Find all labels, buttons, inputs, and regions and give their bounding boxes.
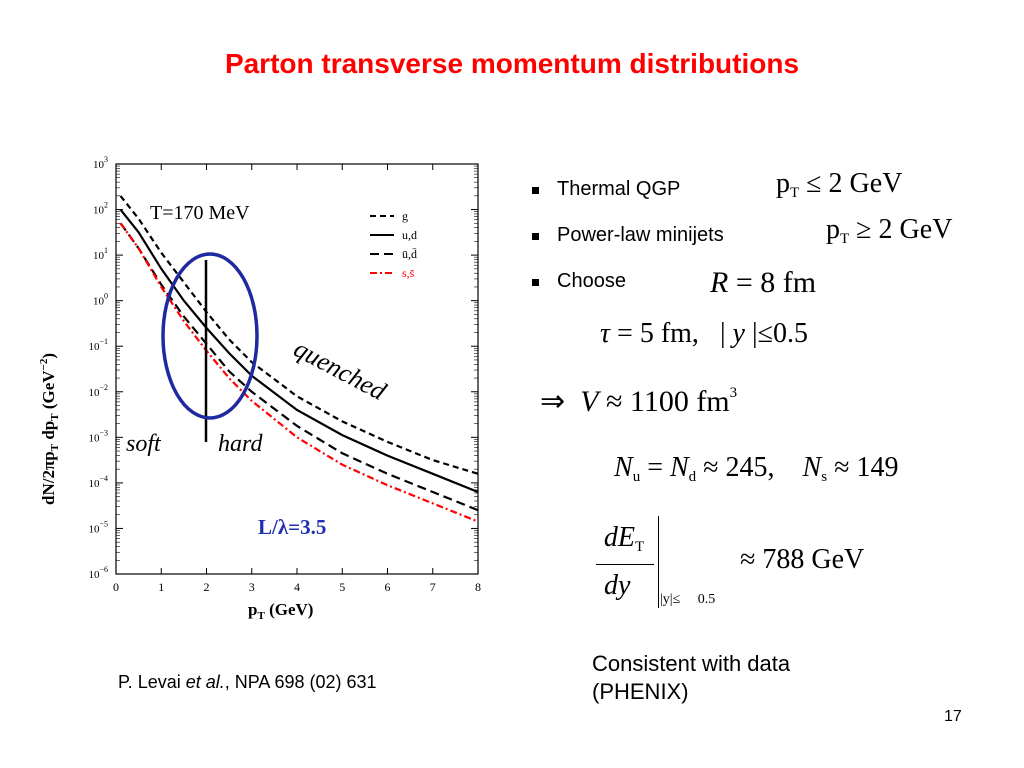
legend-label: s,s̄ — [402, 266, 415, 280]
thermal-pt-equation: pT ≤ 2 GeV — [776, 168, 903, 201]
y-tick-label: 10−5 — [88, 519, 108, 535]
hard-annotation: hard — [218, 431, 263, 457]
transition-region-ellipse — [161, 252, 259, 420]
minijet-pt-equation: pT ≥ 2 GeV — [826, 214, 953, 247]
x-tick-label: 4 — [294, 580, 300, 594]
bullet-power-law-minijets: Power-law minijets — [530, 224, 724, 270]
square-bullet-icon — [532, 233, 539, 240]
series-line-2 — [119, 222, 479, 512]
bullet-list: Thermal QGP Power-law minijets Choose — [530, 178, 724, 316]
y-axis-label: dN/2πpT dpT (GeV−2) — [38, 353, 61, 505]
volume-equation: ⇒ V ≈ 1100 fm3 — [540, 385, 738, 418]
x-tick-label: 5 — [339, 580, 345, 594]
temperature-annotation: T=170 MeV — [150, 202, 250, 224]
page-number: 17 — [944, 708, 962, 725]
slide-title: Parton transverse momentum distributions — [224, 48, 800, 79]
y-tick-label: 101 — [93, 246, 108, 262]
x-tick-label: 7 — [430, 580, 436, 594]
x-tick-label: 1 — [158, 580, 164, 594]
x-tick-label: 2 — [204, 580, 210, 594]
plot-frame — [115, 163, 479, 575]
y-tick-label: 10−1 — [88, 337, 108, 353]
x-axis-ticks: 0 1 2 3 4 5 6 7 8 — [113, 164, 481, 594]
bullet-thermal-qgp: Thermal QGP — [530, 178, 724, 224]
y-axis-ticks: 10−6 10−5 10−4 10−3 10−2 10−1 100 101 102 103 — [88, 155, 478, 581]
square-bullet-icon — [532, 187, 539, 194]
x-axis-label: pT (GeV) — [248, 600, 313, 622]
y-tick-label: 102 — [93, 201, 108, 217]
y-tick-label: 10−4 — [88, 474, 108, 490]
conclusion-text: Consistent with data (PHENIX) — [592, 651, 791, 704]
series-lines — [119, 195, 479, 523]
y-tick-label: 10−6 — [88, 565, 108, 581]
bullet-choose: Choose — [530, 270, 724, 316]
quenched-annotation: quenched — [289, 334, 391, 407]
soft-annotation: soft — [126, 431, 162, 457]
x-tick-label: 0 — [113, 580, 119, 594]
y-tick-label: 103 — [93, 155, 108, 171]
series-line-3 — [119, 222, 479, 523]
legend-label: u,d — [402, 228, 417, 242]
series-line-1 — [119, 208, 479, 494]
citation: P. Levai et al., NPA 698 (02) 631 — [118, 672, 377, 692]
x-tick-label: 3 — [249, 580, 255, 594]
tau-rapidity-equation: τ = 5 fm, | y |≤0.5 — [600, 318, 808, 349]
square-bullet-icon — [532, 279, 539, 286]
y-tick-label: 10−3 — [88, 428, 108, 444]
x-tick-label: 8 — [475, 580, 481, 594]
y-tick-label: 10−2 — [88, 383, 108, 399]
y-tick-label: 100 — [93, 292, 108, 308]
chart-legend: g u,d ū,d̄ s,s̄ — [370, 209, 417, 280]
legend-label: ū,d̄ — [402, 247, 417, 261]
radius-equation: R = 8 fm — [710, 266, 817, 299]
x-tick-label: 6 — [385, 580, 391, 594]
pt-distribution-chart: 0 1 2 3 4 5 6 7 8 10−6 10−5 10−4 10−3 10−2 10−1 100 101… — [38, 155, 481, 622]
number-equation: Nu = Nd ≈ 245, Ns ≈ 149 — [614, 452, 899, 485]
legend-label: g — [402, 209, 408, 223]
lambda-annotation: L/λ=3.5 — [258, 515, 326, 539]
series-line-0 — [119, 195, 479, 475]
